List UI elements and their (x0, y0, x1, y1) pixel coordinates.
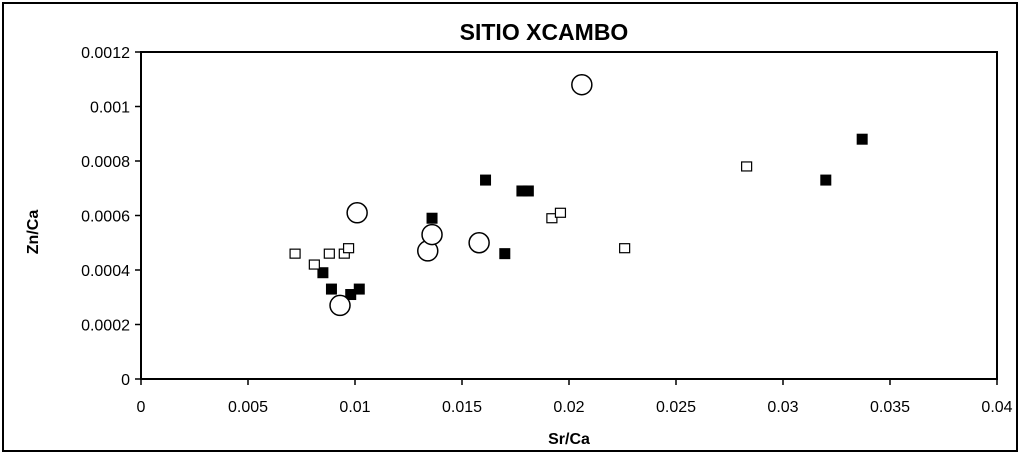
filled-square-point (426, 212, 438, 224)
open-circle-point (571, 73, 593, 96)
filled-square-point (353, 283, 365, 295)
x-tick-label: 0.035 (870, 399, 910, 416)
open-square-point (308, 259, 320, 270)
x-tick-label: 0.03 (767, 399, 798, 416)
chart-title: SITIO XCAMBO (460, 19, 629, 45)
y-axis-ticks: 0 0.0002 0.0004 0.0006 0.0008 0.001 0.0012 (81, 45, 141, 389)
filled-square-point (522, 185, 534, 197)
x-tick-label: 0.005 (228, 399, 268, 416)
y-tick-label: 0 (121, 372, 130, 389)
x-axis-label: Sr/Ca (548, 431, 590, 448)
chart-frame (2, 2, 1018, 452)
x-tick-label: 0.02 (553, 399, 584, 416)
open-circle-point (329, 294, 351, 317)
x-tick-label: 0 (137, 399, 146, 416)
filled-square-point (499, 248, 511, 260)
open-square-point (323, 248, 335, 259)
filled-square-point (317, 267, 329, 279)
filled-square-point (820, 174, 832, 186)
filled-square-point (325, 283, 337, 295)
open-circle-point (468, 232, 490, 254)
y-tick-label: 0.0006 (81, 209, 130, 226)
data-points (289, 73, 868, 317)
open-circle-point (346, 202, 368, 224)
y-tick-label: 0.0004 (81, 263, 130, 280)
y-tick-label: 0.0012 (81, 45, 130, 62)
x-tick-label: 0.025 (656, 399, 696, 416)
open-square-point (342, 243, 355, 254)
open-square-point (546, 213, 558, 224)
open-circle-point (421, 223, 443, 246)
y-tick-label: 0.0008 (81, 154, 130, 171)
x-tick-label: 0.015 (442, 399, 482, 416)
open-square-point (741, 161, 753, 172)
open-square-point (619, 243, 631, 254)
y-tick-label: 0.0002 (81, 318, 130, 335)
open-square-point (289, 248, 301, 259)
y-tick-label: 0.001 (90, 100, 130, 117)
x-axis-ticks: 0 0.005 0.01 0.015 0.02 0.025 0.03 0.035 0.04 (137, 379, 1013, 416)
open-square-point (554, 207, 567, 218)
y-axis-label: Zn/Ca (25, 210, 42, 255)
filled-square-point (480, 174, 492, 186)
x-tick-label: 0.04 (981, 399, 1012, 416)
filled-square-point (856, 133, 868, 145)
x-tick-label: 0.01 (339, 399, 370, 416)
plot-area (140, 51, 998, 380)
